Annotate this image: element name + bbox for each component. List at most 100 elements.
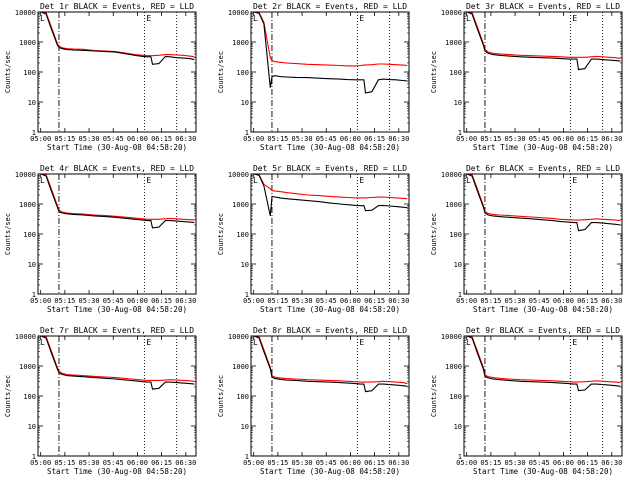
y-tick-label: 1000 [232, 39, 249, 47]
series-line-lld [38, 336, 195, 382]
y-tick-label: 1000 [445, 201, 462, 209]
y-tick-label: 100 [23, 231, 36, 239]
x-axis-label: Start Time (30-Aug-08 04:58:20) [47, 467, 187, 476]
chart-title: Det 8r BLACK = Events, RED = LLD [253, 326, 407, 335]
x-tick-label: 05:15 [480, 459, 501, 467]
x-tick-label: 05:45 [316, 297, 337, 305]
x-tick-label: 05:45 [316, 135, 337, 143]
marker-label-left: L [253, 14, 258, 23]
x-tick-label: 06:15 [577, 459, 598, 467]
x-axis-label: Start Time (30-Aug-08 04:58:20) [47, 143, 187, 152]
x-tick-label: 06:00 [127, 135, 148, 143]
x-tick-label: 05:00 [30, 459, 51, 467]
x-tick-label: 06:00 [127, 459, 148, 467]
y-tick-label: 100 [449, 393, 462, 401]
chart-title: Det 3r BLACK = Events, RED = LLD [466, 2, 620, 11]
marker-label-left: L [253, 338, 258, 347]
x-tick-label: 05:00 [456, 459, 477, 467]
y-tick-label: 1000 [19, 201, 36, 209]
y-axis-label: Counts/sec [4, 375, 12, 417]
chart-panel-4: Det 4r BLACK = Events, RED = LLD 1 10 100 10… [4, 164, 197, 314]
y-tick-label: 10 [241, 423, 249, 431]
y-tick-label: 1000 [19, 363, 36, 371]
chart-panel-5: Det 5r BLACK = Events, RED = LLD 1 10 100 10… [217, 164, 410, 314]
chart-panel-6: Det 6r BLACK = Events, RED = LLD 1 10 100 10… [430, 164, 623, 314]
x-tick-label: 06:30 [388, 297, 409, 305]
series-line-events [464, 174, 621, 232]
marker-label-right: E [572, 14, 577, 23]
y-tick-label: 100 [236, 231, 249, 239]
x-tick-label: 06:15 [151, 459, 172, 467]
x-tick-label: 06:30 [601, 135, 622, 143]
series-line-events [251, 12, 408, 94]
chart-panel-2: Det 2r BLACK = Events, RED = LLD 1 10 100 10… [217, 2, 410, 152]
y-tick-label: 10000 [15, 171, 36, 179]
y-tick-label: 10 [454, 261, 462, 269]
y-tick-label: 1000 [445, 363, 462, 371]
marker-label-left: L [253, 176, 258, 185]
series-line-lld [251, 336, 408, 385]
x-axis-label: Start Time (30-Aug-08 04:58:20) [260, 305, 400, 314]
x-tick-label: 06:15 [364, 459, 385, 467]
y-tick-label: 10000 [228, 171, 249, 179]
marker-label-right: E [572, 176, 577, 185]
y-tick-label: 1 [245, 291, 249, 299]
chart-panel-1: Det 1r BLACK = Events, RED = LLD 1 10 100 10… [4, 2, 197, 152]
y-tick-label: 10000 [441, 9, 462, 17]
x-tick-label: 06:30 [388, 135, 409, 143]
chart-title: Det 7r BLACK = Events, RED = LLD [40, 326, 194, 335]
y-tick-label: 10 [28, 261, 36, 269]
x-tick-label: 05:00 [243, 297, 264, 305]
chart-panel-3: Det 3r BLACK = Events, RED = LLD 1 10 100 10… [430, 2, 623, 152]
x-tick-label: 05:30 [505, 459, 526, 467]
x-tick-label: 06:30 [388, 459, 409, 467]
x-tick-label: 05:30 [79, 459, 100, 467]
x-tick-label: 06:15 [151, 135, 172, 143]
plot-frame [463, 335, 623, 457]
x-tick-label: 05:30 [505, 135, 526, 143]
x-tick-label: 05:30 [292, 297, 313, 305]
x-tick-label: 05:15 [267, 135, 288, 143]
y-tick-label: 1 [32, 453, 36, 461]
y-tick-label: 1000 [445, 39, 462, 47]
y-tick-label: 100 [449, 69, 462, 77]
plot-frame [250, 335, 410, 457]
y-tick-label: 100 [236, 69, 249, 77]
y-axis-label: Counts/sec [4, 213, 12, 255]
y-tick-label: 10000 [15, 333, 36, 341]
x-tick-label: 05:45 [103, 135, 124, 143]
series-line-events [464, 12, 621, 71]
chart-title: Det 2r BLACK = Events, RED = LLD [253, 2, 407, 11]
x-tick-label: 06:00 [340, 297, 361, 305]
series-line-lld [464, 174, 621, 222]
chart-title: Det 5r BLACK = Events, RED = LLD [253, 164, 407, 173]
y-tick-label: 10000 [228, 9, 249, 17]
y-axis-label: Counts/sec [217, 375, 225, 417]
x-tick-label: 05:45 [316, 459, 337, 467]
marker-label-left: L [40, 14, 45, 23]
x-tick-label: 06:30 [601, 297, 622, 305]
y-tick-label: 1000 [19, 39, 36, 47]
x-axis-label: Start Time (30-Aug-08 04:58:20) [47, 305, 187, 314]
y-tick-label: 100 [23, 393, 36, 401]
marker-label-left: L [40, 176, 45, 185]
marker-label-right: E [146, 14, 151, 23]
x-axis-label: Start Time (30-Aug-08 04:58:20) [260, 143, 400, 152]
chart-panel-8: Det 8r BLACK = Events, RED = LLD 1 10 100 10… [217, 326, 410, 476]
series-line-events [251, 336, 408, 393]
y-tick-label: 1 [245, 453, 249, 461]
y-tick-label: 100 [23, 69, 36, 77]
x-tick-label: 05:15 [480, 135, 501, 143]
plot-frame [37, 11, 197, 133]
x-tick-label: 06:30 [175, 459, 196, 467]
marker-label-right: E [146, 338, 151, 347]
x-tick-label: 06:00 [340, 459, 361, 467]
y-tick-label: 10000 [228, 333, 249, 341]
y-axis-label: Counts/sec [4, 51, 12, 93]
x-tick-label: 06:00 [553, 135, 574, 143]
x-tick-label: 06:30 [601, 459, 622, 467]
x-tick-label: 06:30 [175, 135, 196, 143]
x-tick-label: 06:15 [364, 135, 385, 143]
marker-label-left: L [466, 176, 471, 185]
y-tick-label: 1 [458, 453, 462, 461]
